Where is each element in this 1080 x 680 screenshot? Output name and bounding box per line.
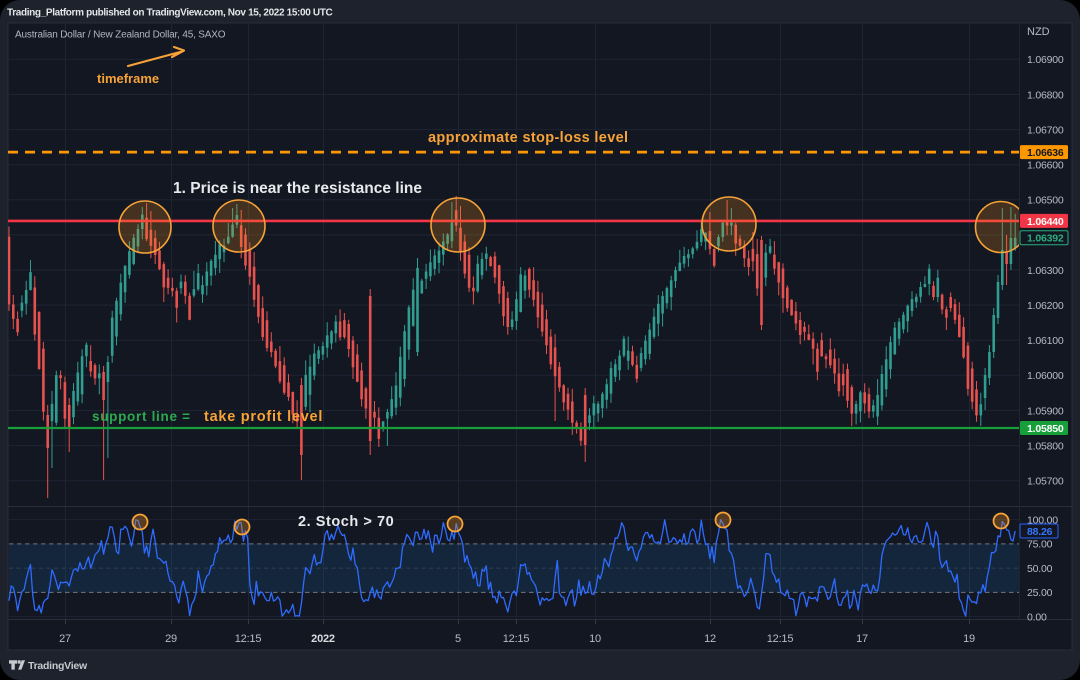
svg-text:timeframe: timeframe [97,71,159,86]
svg-text:1.06700: 1.06700 [1027,124,1064,136]
svg-text:1.06600: 1.06600 [1027,160,1064,172]
svg-text:Trading_Platform published on: Trading_Platform published on TradingVie… [7,8,333,19]
svg-text:1.06440: 1.06440 [1027,216,1064,228]
svg-text:29: 29 [165,633,177,645]
svg-text:1.05850: 1.05850 [1027,423,1064,435]
svg-text:19: 19 [963,633,975,645]
svg-text:NZD: NZD [1027,26,1050,38]
svg-text:1.06392: 1.06392 [1027,233,1064,245]
svg-text:75.00: 75.00 [1027,539,1053,551]
svg-text:1.06636: 1.06636 [1027,147,1064,159]
svg-text:27: 27 [59,633,71,645]
svg-text:1.06800: 1.06800 [1027,89,1064,101]
svg-text:12:15: 12:15 [235,633,262,645]
svg-text:88.26: 88.26 [1027,526,1053,538]
svg-text:50.00: 50.00 [1027,563,1053,575]
svg-text:12:15: 12:15 [767,633,794,645]
svg-text:2. Stoch > 70: 2. Stoch > 70 [298,514,394,530]
svg-text:25.00: 25.00 [1027,587,1053,599]
svg-text:17: 17 [856,633,868,645]
svg-text:12:15: 12:15 [503,633,530,645]
svg-text:100.00: 100.00 [1027,514,1058,526]
svg-text:1.05900: 1.05900 [1027,405,1064,417]
svg-text:1.06200: 1.06200 [1027,300,1064,312]
svg-text:2022: 2022 [311,633,335,645]
svg-text:take profit level: take profit level [204,409,323,425]
svg-text:1.06300: 1.06300 [1027,265,1064,277]
svg-text:1.06000: 1.06000 [1027,370,1064,382]
svg-text:10: 10 [589,633,601,645]
svg-text:1.05700: 1.05700 [1027,476,1064,488]
svg-text:5: 5 [455,633,461,645]
svg-text:12: 12 [704,633,716,645]
svg-text:0.00: 0.00 [1027,611,1047,623]
svg-text:1.06500: 1.06500 [1027,195,1064,207]
svg-text:1.05800: 1.05800 [1027,440,1064,452]
svg-text:Australian Dollar / New Zealan: Australian Dollar / New Zealand Dollar, … [15,30,226,41]
svg-text:1. Price is near the resistanc: 1. Price is near the resistance line [173,180,422,197]
svg-text:approximate stop-loss level: approximate stop-loss level [428,130,628,146]
svg-text:TradingView: TradingView [28,660,88,672]
svg-text:1.06100: 1.06100 [1027,335,1064,347]
svg-text:1.06900: 1.06900 [1027,54,1064,66]
svg-text:support line =: support line = [92,409,191,424]
